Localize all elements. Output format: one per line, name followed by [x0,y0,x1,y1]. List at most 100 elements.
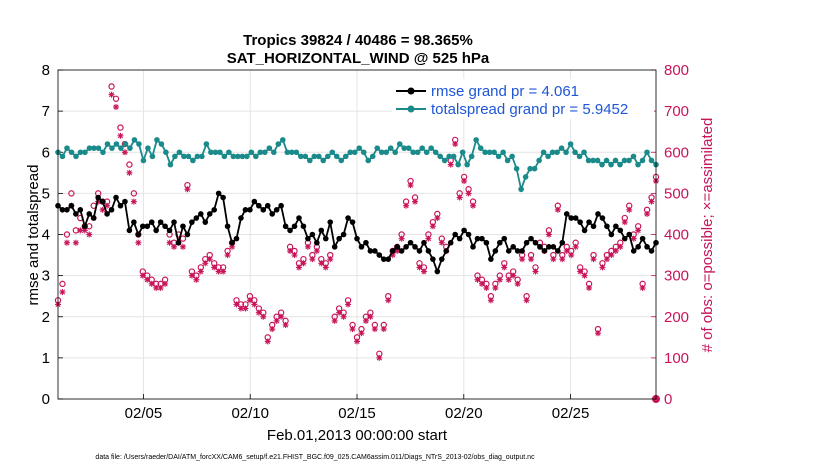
obs-assimilated-stroke [399,236,405,242]
rmse-point [572,215,579,221]
obs-assimilated-stroke [287,248,293,254]
obs-assimilated-point [251,301,258,308]
obs-assimilated-stroke [283,322,289,328]
obs-assimilated-stroke [599,264,606,270]
x-axis-label: Feb.01,2013 00:00:00 start [267,427,448,444]
totalspread-point [477,145,484,151]
totalspread-point [91,145,97,151]
rmse-series [55,190,659,275]
obs-assimilated-point [153,284,160,291]
obs-assimilated-stroke [590,256,597,262]
y-right-tick-label: 200 [664,309,689,326]
rmse-point [501,235,508,242]
totalspread-point [585,157,592,164]
obs-assimilated-stroke [291,252,298,258]
y-axis-right-label: # of obs: o=possible; ×=assimilated [699,118,716,353]
obs-assimilated-stroke [430,223,436,229]
obs-assimilated-stroke [104,203,110,209]
x-tick-label: 02/10 [231,405,269,422]
obs-assimilated-point [322,264,329,271]
rmse-point [242,207,249,213]
rmse-point [198,211,204,217]
obs-assimilated-stroke [644,211,650,217]
obs-assimilated-point [264,338,271,345]
y-left-tick-label: 0 [42,391,50,408]
rmse-point [644,244,650,250]
obs-assimilated-point [639,284,646,291]
obs-assimilated-stroke [448,161,454,168]
obs-assimilated-point [135,239,142,246]
grid-lines [58,69,656,400]
obs-assimilated-stroke [483,285,490,291]
y-right-tick-labels: 0 100 200 300 400 500 600 700 800 [664,62,689,408]
obs-assimilated-point [545,231,552,238]
totalspread-point [441,157,448,164]
obs-assimilated-point [420,268,427,275]
obs-assimilated-point [113,104,120,111]
obs-assimilated-point [599,264,606,271]
rmse-point [148,219,155,225]
totalspread-point [423,149,430,156]
obs-assimilated-point [478,280,485,287]
y-left-tick-label: 6 [42,144,50,161]
totalspread-point [158,141,165,147]
rmse-point [126,227,133,234]
totalspread-point [266,145,273,151]
obs-assimilated-point [563,247,570,254]
obs-assimilated-stroke [613,248,619,254]
obs-assimilated-stroke [166,240,173,246]
obs-assimilated-stroke [260,314,266,320]
rmse-point [648,248,655,254]
totalspread-point [621,157,628,164]
obs-assimilated-stroke [457,194,463,201]
obs-assimilated-point [456,194,463,201]
obs-assimilated-stroke [332,318,338,324]
obs-assimilated-point [528,256,535,263]
rmse-point [474,235,481,242]
x-tick-label: 02/15 [338,405,376,422]
obs-possible-point [112,95,120,102]
obs-assimilated-point [148,280,155,287]
obs-assimilated-point [492,284,499,291]
rmse-point [238,215,244,221]
obs-assimilated-point [336,309,343,316]
obs-assimilated-point [63,239,70,246]
totalspread-point [414,149,421,156]
obs-assimilated-stroke [82,227,88,233]
rmse-point [497,239,503,246]
totalspread-point [194,153,201,160]
obs-assimilated-point [242,305,249,312]
rmse-point [389,248,396,254]
obs-assimilated-point [554,206,561,213]
obs-assimilated-point [514,280,521,287]
obs-assimilated-point [626,206,633,213]
obs-assimilated-point [197,268,204,275]
rmse-point [322,235,329,242]
rmse-point [559,239,566,246]
obs-assimilated-point [465,190,472,197]
obs-assimilated-stroke [532,268,539,275]
totalspread-point [540,149,547,156]
rmse-point [510,244,516,250]
totalspread-point [212,149,219,156]
obs-assimilated-stroke [573,244,579,250]
obs-assimilated-stroke [479,281,485,287]
obs-assimilated-point [412,198,419,205]
totalspread-point [77,149,84,156]
obs-assimilated-point [157,284,164,291]
obs-assimilated-point [461,178,468,185]
y-right-tick-label: 500 [664,185,689,202]
obs-assimilated-point [572,243,579,250]
obs-assimilated-stroke [474,277,481,283]
totalspread-point [199,153,205,160]
rmse-point [211,207,217,213]
totalspread-point [203,141,210,147]
totalspread-point [549,149,556,156]
obs-assimilated-point [117,132,124,139]
obs-assimilated-point [434,215,441,222]
rmse-point [372,248,378,254]
totalspread-point [82,149,88,156]
obs-assimilated-stroke [269,326,275,332]
obs-assimilated-point [362,317,369,324]
obs-assimilated-point [438,239,445,246]
